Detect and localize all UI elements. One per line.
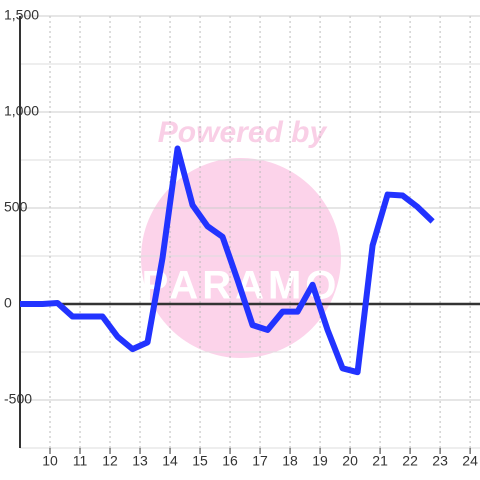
x-tick-label: 19 — [312, 453, 328, 469]
y-tick-label: 1,500 — [4, 7, 39, 23]
x-tick-label: 13 — [132, 453, 148, 469]
y-tick-label: 500 — [4, 199, 28, 215]
x-tick-label: 10 — [42, 453, 58, 469]
x-tick-label: 12 — [102, 453, 118, 469]
x-tick-label: 17 — [252, 453, 268, 469]
watermark-text: Powered by — [158, 116, 328, 149]
x-tick-label: 16 — [222, 453, 238, 469]
x-tick-label: 15 — [192, 453, 208, 469]
y-tick-label: 0 — [4, 295, 12, 311]
x-tick-label: 11 — [73, 453, 88, 469]
y-tick-label: -500 — [4, 391, 32, 407]
x-tick-label: 23 — [432, 453, 448, 469]
x-tick-label: 21 — [372, 453, 388, 469]
x-tick-label: 20 — [342, 453, 358, 469]
x-tick-label: 14 — [162, 453, 178, 469]
x-tick-label: 18 — [282, 453, 298, 469]
data-line — [20, 145, 435, 376]
x-tick-label: 22 — [402, 453, 418, 469]
y-tick-label: 1,000 — [4, 103, 39, 119]
x-tick-label: 24 — [462, 453, 478, 469]
